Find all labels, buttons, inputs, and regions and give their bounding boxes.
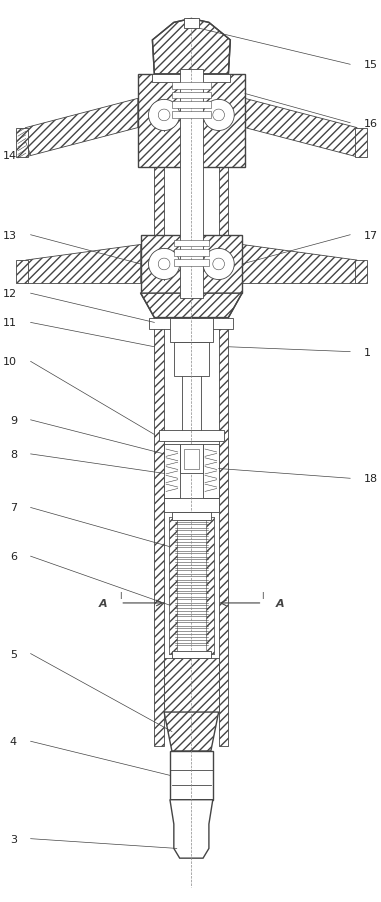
Polygon shape [174, 343, 209, 376]
Circle shape [213, 110, 224, 122]
Text: 15: 15 [364, 60, 378, 70]
Text: A: A [98, 598, 107, 608]
Circle shape [158, 259, 170, 271]
Text: 17: 17 [364, 231, 378, 241]
Text: 16: 16 [364, 118, 378, 129]
Polygon shape [164, 498, 219, 512]
Polygon shape [164, 658, 219, 713]
Polygon shape [203, 445, 219, 498]
Circle shape [213, 259, 224, 271]
Circle shape [149, 100, 180, 132]
Polygon shape [152, 20, 231, 75]
Polygon shape [141, 235, 242, 294]
Polygon shape [245, 99, 357, 158]
Polygon shape [26, 99, 138, 158]
Polygon shape [169, 518, 214, 654]
Polygon shape [219, 75, 228, 746]
Text: I: I [119, 591, 122, 600]
Text: 7: 7 [10, 503, 17, 513]
Polygon shape [159, 430, 224, 442]
Polygon shape [149, 318, 233, 330]
Text: 13: 13 [3, 231, 17, 241]
Text: 6: 6 [10, 552, 17, 562]
Text: 14: 14 [3, 151, 17, 161]
Polygon shape [138, 75, 245, 168]
Polygon shape [164, 445, 180, 498]
Polygon shape [180, 445, 203, 474]
Polygon shape [184, 20, 199, 29]
Polygon shape [170, 800, 213, 858]
Polygon shape [242, 245, 357, 284]
Text: 8: 8 [10, 449, 17, 459]
Circle shape [203, 100, 234, 132]
Text: 10: 10 [3, 357, 17, 367]
Polygon shape [172, 112, 211, 119]
Polygon shape [16, 128, 28, 158]
Polygon shape [172, 512, 211, 520]
Text: 9: 9 [10, 415, 17, 426]
Polygon shape [172, 102, 211, 109]
Polygon shape [172, 83, 211, 89]
Polygon shape [355, 261, 367, 284]
Text: I: I [261, 591, 264, 600]
Polygon shape [355, 128, 367, 158]
Polygon shape [170, 751, 213, 800]
Text: 1: 1 [364, 347, 371, 357]
Text: 11: 11 [3, 318, 17, 328]
Polygon shape [170, 318, 213, 343]
Text: A: A [276, 598, 284, 608]
Polygon shape [184, 449, 199, 469]
Polygon shape [206, 518, 214, 654]
Polygon shape [172, 92, 211, 99]
Text: 4: 4 [10, 736, 17, 747]
Circle shape [158, 110, 170, 122]
Text: 3: 3 [10, 833, 17, 843]
Polygon shape [164, 713, 219, 751]
Polygon shape [180, 70, 203, 299]
Polygon shape [154, 75, 164, 746]
Circle shape [203, 249, 234, 281]
Polygon shape [141, 294, 242, 318]
Polygon shape [152, 75, 231, 83]
Circle shape [149, 249, 180, 281]
Polygon shape [26, 245, 141, 284]
Text: 18: 18 [364, 474, 378, 483]
Polygon shape [174, 240, 209, 247]
Polygon shape [182, 318, 201, 435]
Polygon shape [174, 250, 209, 257]
Text: 5: 5 [10, 649, 17, 658]
Polygon shape [16, 261, 28, 284]
Polygon shape [169, 518, 177, 654]
Polygon shape [174, 260, 209, 267]
Polygon shape [172, 651, 211, 658]
Text: 12: 12 [3, 289, 17, 299]
